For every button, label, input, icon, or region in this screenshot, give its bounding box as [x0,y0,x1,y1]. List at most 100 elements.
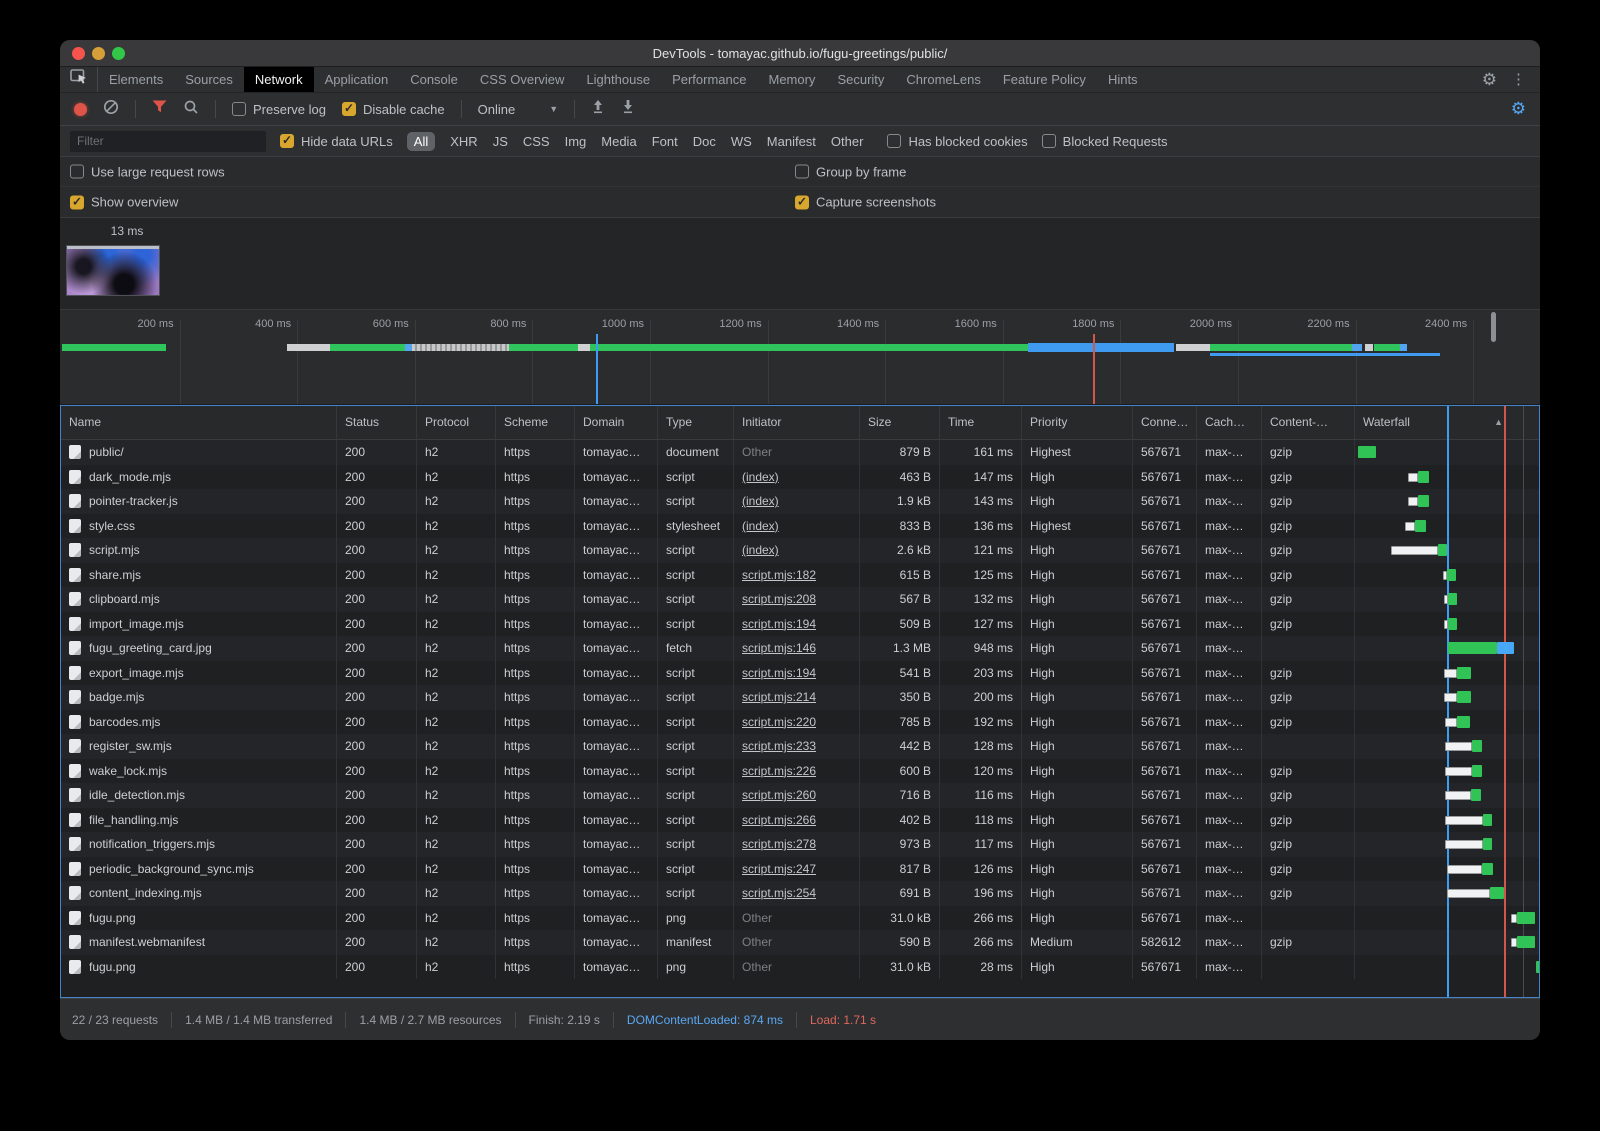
export-har-icon[interactable] [621,99,635,119]
column-header-time[interactable]: Time [940,406,1022,439]
type-filter-xhr[interactable]: XHR [450,133,478,149]
table-row[interactable]: content_indexing.mjs 200 h2 https tomayac… sc… [61,881,1539,906]
filmstrip-screenshot-thumbnail[interactable] [66,245,160,296]
clear-icon[interactable] [103,99,119,120]
column-header-name[interactable]: Name [61,406,337,439]
table-row[interactable]: idle_detection.mjs 200 h2 https tomayac… scri… [61,783,1539,808]
initiator-link[interactable]: script.mjs:194 [742,665,817,680]
filter-funnel-icon[interactable] [152,100,167,118]
capture-screenshots-checkbox[interactable]: Capture screenshots [795,194,936,210]
tab-css-overview[interactable]: CSS Overview [479,72,565,87]
table-row[interactable]: badge.mjs 200 h2 https tomayac… script script.… [61,685,1539,710]
table-row[interactable]: public/200 h2 https tomayac… document Other 87… [61,440,1539,465]
table-row[interactable]: fugu.png 200 h2 https tomayac… png Other 31.0 k… [61,954,1539,979]
table-row[interactable]: import_image.mjs 200 h2 https tomayac… script… [61,611,1539,636]
column-header-protocol[interactable]: Protocol [417,406,496,439]
tab-console[interactable]: Console [410,72,458,87]
table-row[interactable]: manifest.webmanifest 200 h2 https tomayac… ma… [61,930,1539,955]
initiator-link[interactable]: script.mjs:194 [742,616,817,631]
column-header-cache[interactable]: Cach… [1197,406,1262,439]
tab-sources[interactable]: Sources [185,72,233,87]
table-row[interactable]: fugu_greeting_card.jpg 200 h2 https tomayac…… [61,636,1539,661]
tab-elements[interactable]: Elements [109,72,164,87]
initiator-link[interactable]: script.mjs:266 [742,812,817,827]
type-filter-other[interactable]: Other [830,133,864,149]
tab-network[interactable]: Network [243,67,314,92]
type-filter-manifest[interactable]: Manifest [766,133,816,149]
tab-hints[interactable]: Hints [1107,72,1138,87]
type-filter-css[interactable]: CSS [522,133,550,149]
initiator-link[interactable]: script.mjs:260 [742,788,817,803]
table-row[interactable]: fugu.png 200 h2 https tomayac… png Other 31.0 k… [61,905,1539,930]
table-row[interactable]: register_sw.mjs 200 h2 https tomayac… script s… [61,734,1539,759]
initiator-link[interactable]: script.mjs:214 [742,690,817,705]
throttling-select[interactable]: Online ▼ [478,102,559,117]
table-row[interactable]: pointer-tracker.js 200 h2 https tomayac… scri… [61,489,1539,514]
table-row[interactable]: share.mjs 200 h2 https tomayac… script script.… [61,562,1539,587]
column-header-scheme[interactable]: Scheme [496,406,575,439]
column-header-domain[interactable]: Domain [575,406,658,439]
search-icon[interactable] [183,99,199,120]
table-row[interactable]: style.css 200 h2 https tomayac… stylesheet (in… [61,513,1539,538]
column-header-initiator[interactable]: Initiator [734,406,860,439]
type-filter-media[interactable]: Media [601,133,637,149]
overview-timeline[interactable]: 200 ms 400 ms 600 ms 800 ms 1000 ms 1200 ms 14… [60,310,1540,405]
show-overview-checkbox[interactable]: Show overview [70,194,178,210]
table-row[interactable]: dark_mode.mjs 200 h2 https tomayac… script (in… [61,464,1539,489]
overview-scrollbar-thumb[interactable] [1491,312,1496,342]
tab-feature-policy[interactable]: Feature Policy [1002,72,1086,87]
has-blocked-cookies-checkbox[interactable]: Has blocked cookies [887,134,1028,149]
column-header-status[interactable]: Status [337,406,417,439]
tab-lighthouse[interactable]: Lighthouse [586,72,651,87]
initiator-link[interactable]: script.mjs:278 [742,837,817,852]
tab-memory[interactable]: Memory [768,72,816,87]
initiator-link[interactable]: script.mjs:247 [742,861,817,876]
network-settings-gear-icon[interactable]: ⚙ [1510,98,1526,118]
type-filter-all[interactable]: All [406,131,436,151]
use-large-request-rows-checkbox[interactable]: Use large request rows [70,164,225,179]
disable-cache-checkbox[interactable]: Disable cache [341,101,445,117]
initiator-link[interactable]: script.mjs:208 [742,592,817,607]
initiator-link[interactable]: script.mjs:146 [742,641,817,656]
more-options-icon[interactable]: ⋮ [1511,71,1526,88]
column-header-type[interactable]: Type [658,406,734,439]
tab-chromelens[interactable]: ChromeLens [906,72,981,87]
type-filter-doc[interactable]: Doc [692,133,716,149]
type-filter-img[interactable]: Img [564,133,587,149]
initiator-link[interactable]: (index) [742,469,779,484]
table-row[interactable]: periodic_background_sync.mjs 200 h2 https to… [61,856,1539,881]
column-header-waterfall[interactable]: Waterfall ▲ [1355,406,1539,439]
blocked-requests-checkbox[interactable]: Blocked Requests [1041,134,1167,149]
initiator-link[interactable]: script.mjs:182 [742,567,817,582]
type-filter-font[interactable]: Font [651,133,678,149]
group-by-frame-checkbox[interactable]: Group by frame [795,164,906,179]
hide-data-urls-checkbox[interactable]: Hide data URLs [280,133,393,149]
initiator-link[interactable]: script.mjs:233 [742,739,817,754]
tab-application[interactable]: Application [324,72,389,87]
initiator-link[interactable]: (index) [742,543,779,558]
initiator-link[interactable]: script.mjs:254 [742,886,817,901]
initiator-link[interactable]: script.mjs:226 [742,763,817,778]
table-row[interactable]: script.mjs 200 h2 https tomayac… script (index… [61,538,1539,563]
table-row[interactable]: wake_lock.mjs 200 h2 https tomayac… script scr… [61,758,1539,783]
record-button[interactable] [74,102,87,116]
column-header-content[interactable]: Content-… [1262,406,1355,439]
initiator-link[interactable]: (index) [742,518,779,533]
table-row[interactable]: file_handling.mjs 200 h2 https tomayac… scrip… [61,807,1539,832]
table-row[interactable]: clipboard.mjs 200 h2 https tomayac… script scr… [61,587,1539,612]
type-filter-js[interactable]: JS [492,133,508,149]
import-har-icon[interactable] [591,99,605,119]
table-row[interactable]: barcodes.mjs 200 h2 https tomayac… script scri… [61,709,1539,734]
minimize-button[interactable] [92,47,105,60]
inspect-element-button[interactable] [60,67,98,92]
column-header-size[interactable]: Size [860,406,940,439]
filter-input[interactable] [70,130,266,152]
initiator-link[interactable]: (index) [742,494,779,509]
tab-performance[interactable]: Performance [672,72,747,87]
type-filter-ws[interactable]: WS [730,133,752,149]
close-button[interactable] [72,47,85,60]
column-header-priority[interactable]: Priority [1022,406,1133,439]
column-header-connection[interactable]: Conne… [1133,406,1197,439]
settings-gear-icon[interactable]: ⚙ [1481,70,1497,89]
table-row[interactable]: export_image.mjs 200 h2 https tomayac… script… [61,660,1539,685]
